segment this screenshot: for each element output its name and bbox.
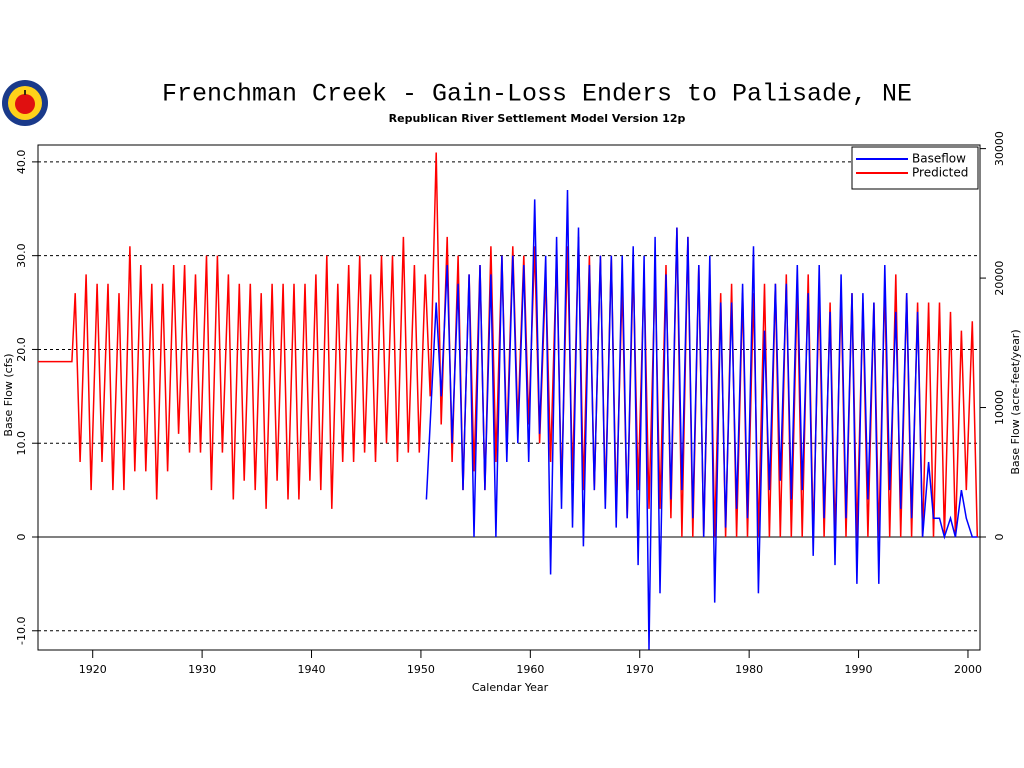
y-tick-label: -10.0 <box>15 617 28 645</box>
y-tick-label: 30.0 <box>15 243 28 268</box>
y-tick-label: 20.0 <box>15 337 28 362</box>
plot-frame <box>37 144 981 651</box>
x-tick-label: 2000 <box>954 663 982 676</box>
x-axis-label: Calendar Year <box>472 681 549 694</box>
y2-tick-label: 0 <box>993 533 1006 540</box>
legend-label: Predicted <box>912 166 968 180</box>
y-tick-label: 10.0 <box>15 431 28 456</box>
legend-box <box>851 146 979 190</box>
legend-label: Baseflow <box>912 152 966 166</box>
logo-stem <box>24 90 26 95</box>
y2-tick-label: 10000 <box>993 390 1006 425</box>
x-tick-label: 1970 <box>626 663 654 676</box>
chart-subtitle: Republican River Settlement Model Versio… <box>389 112 686 125</box>
x-tick-label: 1950 <box>407 663 435 676</box>
y-axis-label: Base Flow (cfs) <box>2 353 15 436</box>
x-tick-label: 1960 <box>516 663 544 676</box>
x-tick-label: 1980 <box>735 663 763 676</box>
chart-title: Frenchman Creek - Gain-Loss Enders to Pa… <box>162 80 912 109</box>
x-tick-label: 1990 <box>845 663 873 676</box>
logo-apple <box>15 94 35 114</box>
logo <box>2 80 48 126</box>
x-tick-label: 1920 <box>79 663 107 676</box>
y2-tick-label: 30000 <box>993 131 1006 166</box>
y-tick-label: 40.0 <box>15 150 28 175</box>
series-line <box>425 189 978 650</box>
y2-tick-label: 20000 <box>993 261 1006 296</box>
x-tick-label: 1930 <box>188 663 216 676</box>
x-tick-label: 1940 <box>298 663 326 676</box>
y2-axis-label: Base Flow (acre-feet/year) <box>1009 329 1022 474</box>
y-tick-label: 0 <box>15 533 28 540</box>
